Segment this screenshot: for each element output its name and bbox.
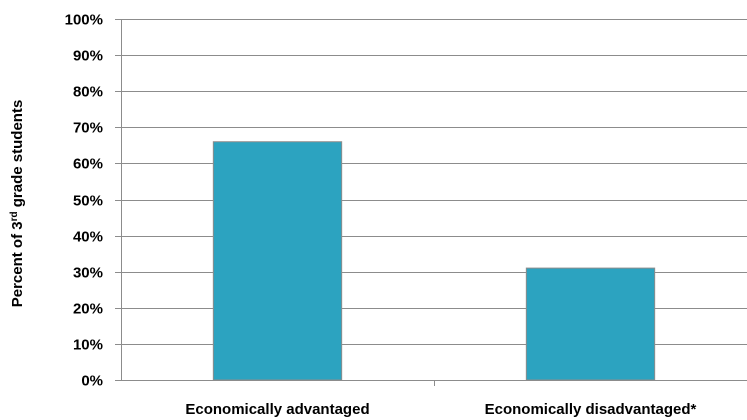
y-axis-label-part: Percent of 3 <box>9 221 26 307</box>
y-tick-label: 90% <box>73 48 103 65</box>
y-tick-label: 80% <box>73 84 103 101</box>
y-axis-label: Percent of 3rd grade students <box>9 100 27 308</box>
x-category-label: Economically disadvantaged* <box>485 401 697 418</box>
x-category-labels: Economically advantaged Economically disa… <box>185 380 697 418</box>
y-axis-label-superscript: rd <box>9 211 20 221</box>
y-axis-label-part: grade students <box>9 100 26 212</box>
bar <box>212 141 343 381</box>
y-tick-label: 100% <box>65 12 103 29</box>
y-tick-label: 0% <box>81 373 103 390</box>
y-tick-label: 10% <box>73 337 103 354</box>
y-tick-label: 50% <box>73 193 103 210</box>
y-tick-label: 70% <box>73 120 103 137</box>
y-tick-labels: 0% 10% 20% 30% 40% 50% 60% 70% 80% 90% 100% <box>65 12 121 390</box>
y-tick-label: 20% <box>73 301 103 318</box>
y-tick-label: 60% <box>73 156 103 173</box>
bar <box>525 267 656 381</box>
y-tick-label: 40% <box>73 229 103 246</box>
x-category-label: Economically advantaged <box>185 401 369 418</box>
bars <box>212 141 656 381</box>
y-tick-label: 30% <box>73 265 103 282</box>
